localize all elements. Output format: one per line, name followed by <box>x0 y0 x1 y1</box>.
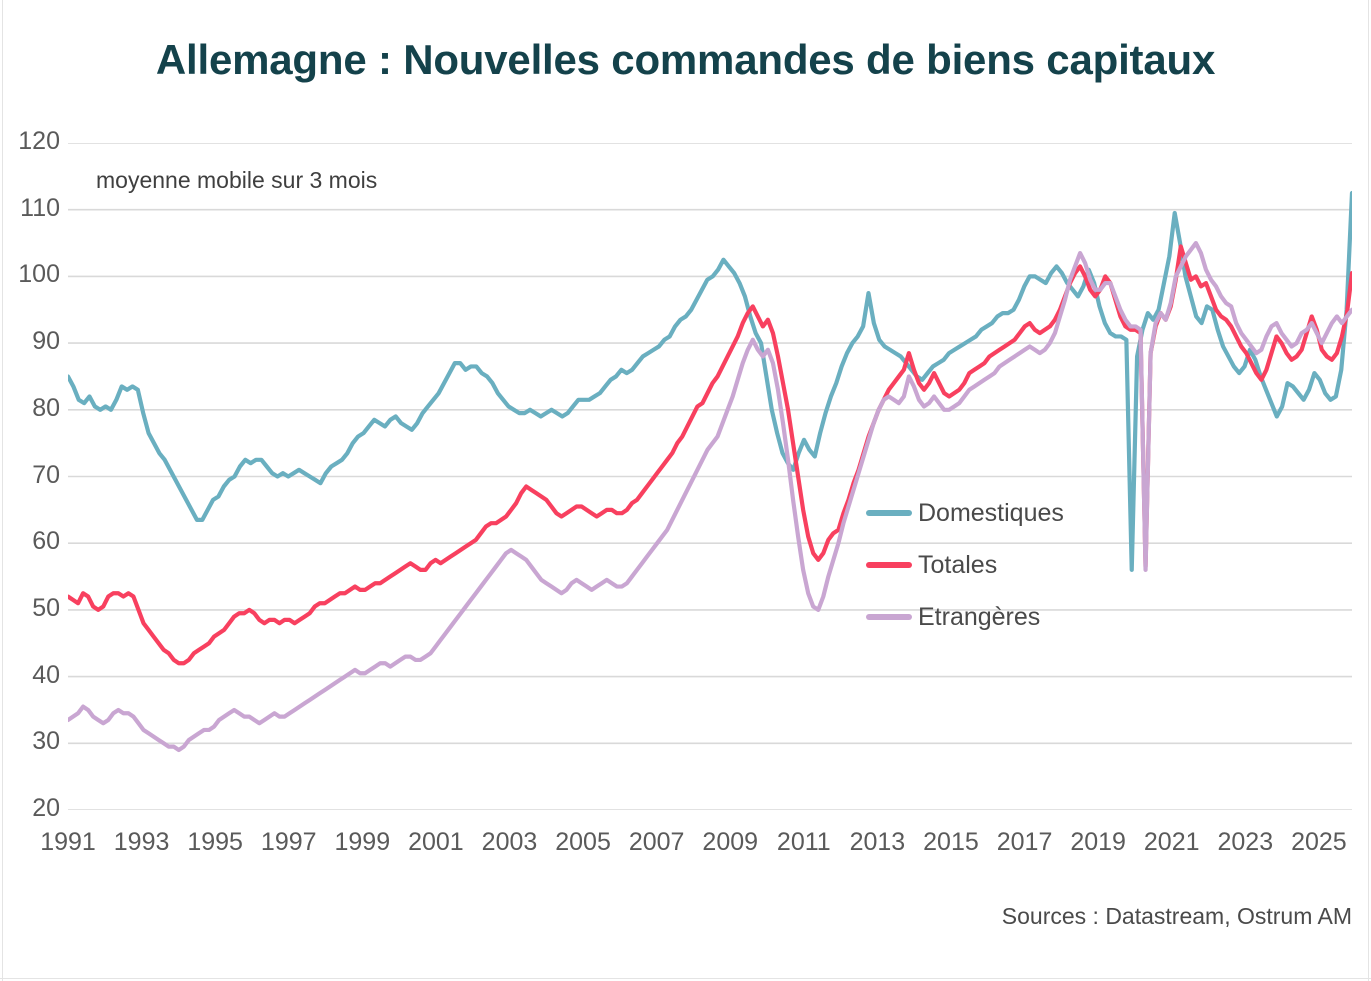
x-tick-label: 2001 <box>408 828 464 856</box>
chart-legend: Domestiques Totales Etrangères <box>866 487 1076 643</box>
legend-item[interactable]: Etrangères <box>866 591 1076 643</box>
y-tick-label: 40 <box>32 660 60 689</box>
y-axis: 20 30 40 50 60 70 80 90 100 110 120 <box>0 0 60 981</box>
x-tick-label: 2011 <box>776 828 831 856</box>
y-tick-label: 50 <box>32 593 60 622</box>
x-tick-label: 2003 <box>481 828 538 856</box>
y-tick-label: 110 <box>20 193 60 222</box>
y-tick-label: 100 <box>18 260 60 289</box>
plot-area <box>68 143 1352 810</box>
x-tick-label: 2005 <box>555 828 611 856</box>
series-line-totales <box>68 244 1352 666</box>
line-swatch-icon <box>866 562 912 568</box>
x-tick-label: 2007 <box>628 828 685 856</box>
x-tick-label: 2017 <box>996 828 1053 856</box>
y-tick-label: 60 <box>32 527 60 556</box>
figure-border-bottom <box>0 978 1371 979</box>
x-tick-label: 1997 <box>260 828 317 856</box>
data-series-group <box>68 190 1352 753</box>
figure-border-right <box>1368 0 1369 981</box>
legend-item[interactable]: Totales <box>866 539 1076 591</box>
y-tick-label: 20 <box>32 794 60 822</box>
series-line-etrang-res <box>68 240 1352 753</box>
y-tick-label: 30 <box>32 727 60 756</box>
x-tick-label: 2015 <box>923 828 979 856</box>
legend-item[interactable]: Domestiques <box>866 487 1076 539</box>
x-tick-label: 2009 <box>702 828 759 856</box>
y-tick-label: 120 <box>18 127 60 155</box>
series-line-domestiques <box>68 190 1352 572</box>
chart-subtitle: moyenne mobile sur 3 mois <box>96 167 378 193</box>
x-tick-label: 2019 <box>1070 828 1126 856</box>
x-tick-label: 1995 <box>187 828 243 856</box>
figure-border-left <box>2 0 3 981</box>
y-tick-label: 70 <box>32 460 60 489</box>
legend-item-label: Domestiques <box>918 498 1064 527</box>
y-tick-label: 80 <box>32 393 60 422</box>
x-tick-label: 1993 <box>113 828 170 856</box>
x-axis: 1991 1993 1995 1997 1999 2001 2003 2005 2007 2009… <box>40 828 1352 868</box>
legend-item-label: Totales <box>918 550 998 579</box>
line-swatch-icon <box>866 510 912 516</box>
x-tick-label: 2023 <box>1217 828 1274 856</box>
gridlines <box>68 143 1352 810</box>
page-title: Allemagne : Nouvelles commandes de biens… <box>155 36 1216 83</box>
line-swatch-icon <box>866 614 912 620</box>
source-note: Sources : Datastream, Ostrum AM <box>1001 903 1352 929</box>
x-tick-label: 1999 <box>334 828 391 856</box>
x-tick-label: 1991 <box>40 828 96 856</box>
x-tick-label: 2013 <box>849 828 906 856</box>
chart-canvas <box>68 143 1352 810</box>
y-tick-label: 90 <box>32 327 60 356</box>
x-tick-label: 2025 <box>1291 828 1347 856</box>
legend-item-label: Etrangères <box>918 602 1041 631</box>
x-tick-label: 2021 <box>1143 828 1200 856</box>
